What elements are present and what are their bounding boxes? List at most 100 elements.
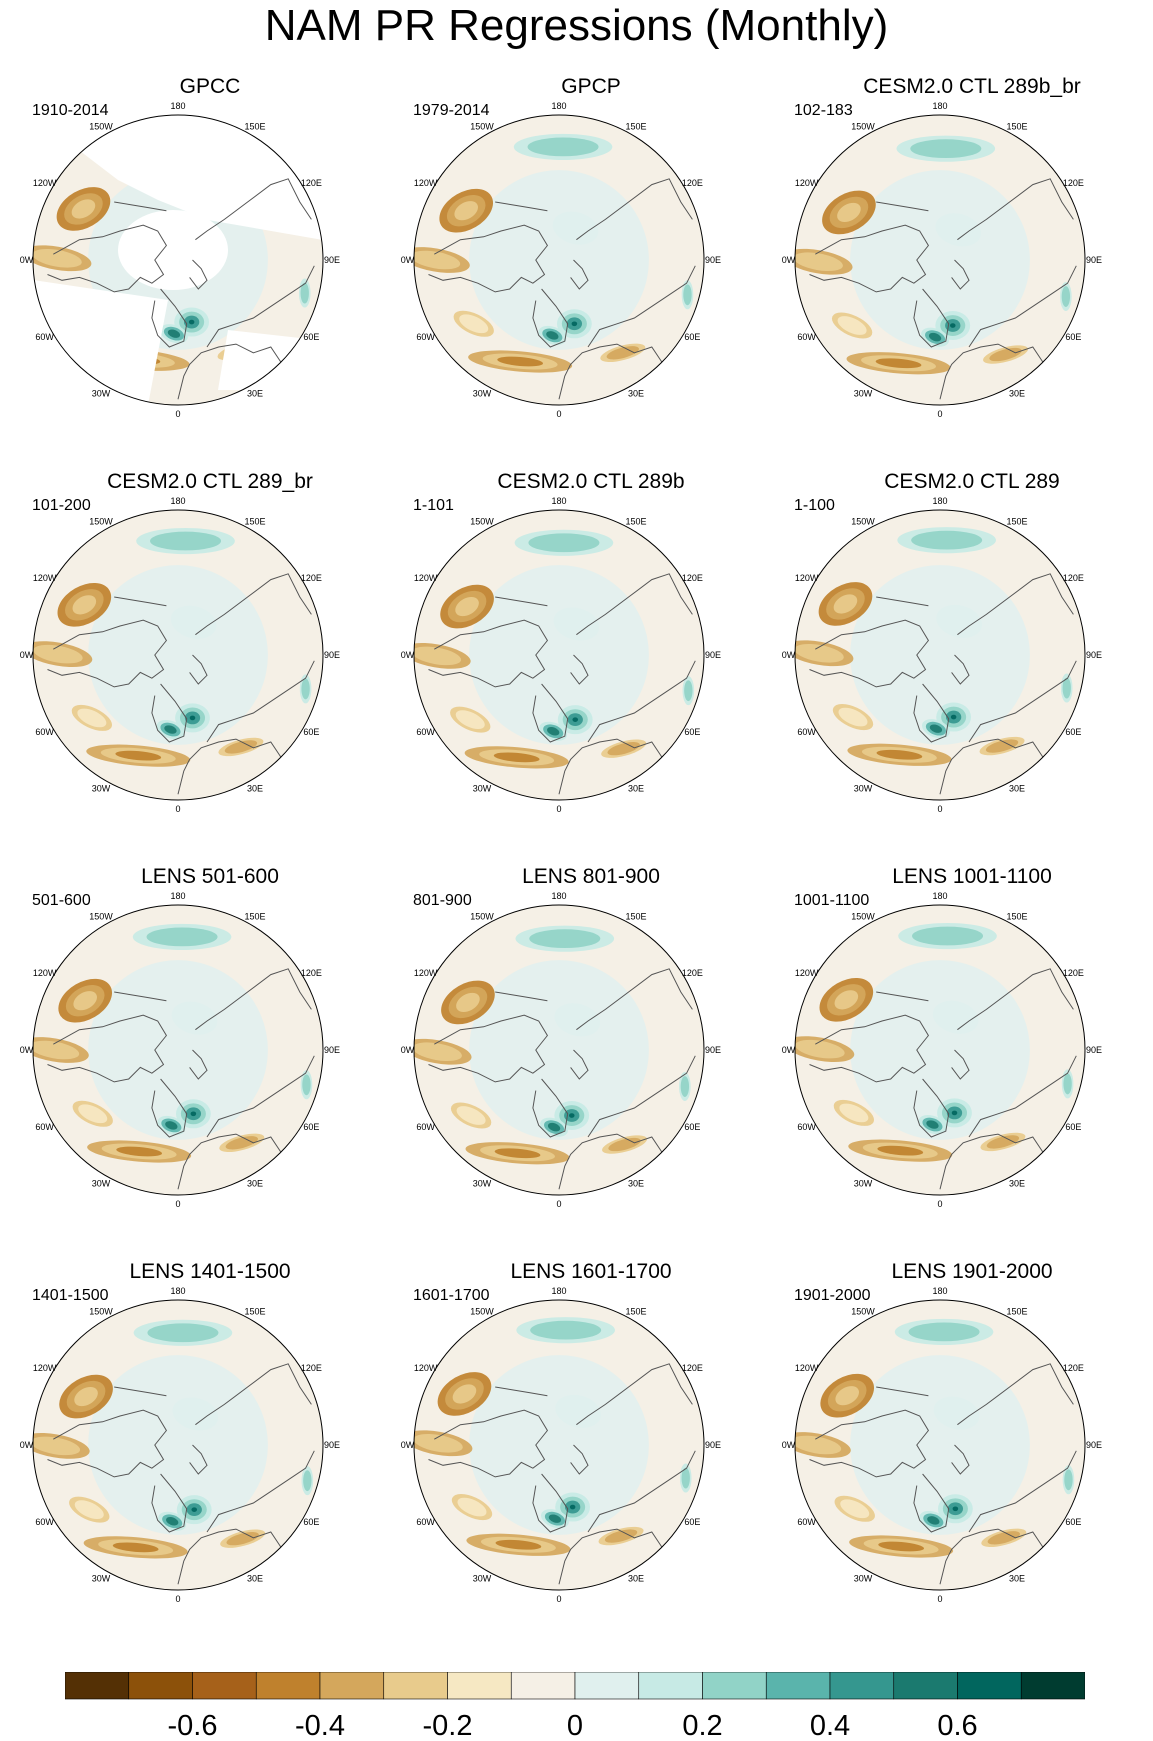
coastline (495, 991, 548, 1002)
longitude-label: 0 (937, 804, 942, 814)
coastline (195, 968, 312, 1031)
longitude-label: 120E (682, 1363, 703, 1373)
longitude-label: 120E (682, 968, 703, 978)
longitude-label: 60E (303, 1517, 319, 1527)
coastline (428, 224, 549, 293)
longitude-label: 30W (473, 388, 492, 398)
longitude-label: 120W (795, 968, 819, 978)
longitude-label: 60E (684, 1517, 700, 1527)
panel-year-range: 801-900 (413, 892, 472, 909)
coastline (189, 259, 208, 290)
coastline (939, 1133, 1045, 1190)
map-panel: CESM2.0 CTL 289_br 101-200 180 150E 120E 90E 6… (20, 470, 400, 865)
longitude-label: 0 (175, 1594, 180, 1604)
coastline (570, 1444, 589, 1475)
longitude-label: 90E (705, 1045, 721, 1055)
longitude-label: 120W (33, 968, 57, 978)
longitude-label: 60W (35, 1122, 54, 1132)
coastline (570, 654, 589, 685)
coastline (809, 1409, 930, 1478)
longitude-label: 120E (1063, 1363, 1084, 1373)
longitude-label: 0 (937, 1199, 942, 1209)
longitude-label: 30E (247, 1573, 263, 1583)
longitude-label: 180 (551, 496, 566, 506)
polar-map: 180 150E 120E 90E 60E 30E 0 30W 60W 90W 120W 150W (782, 496, 1102, 814)
longitude-label: 30E (1009, 388, 1025, 398)
longitude-label: 60W (35, 1517, 54, 1527)
longitude-label: 60E (1065, 1122, 1081, 1132)
coastline (47, 224, 168, 293)
coastline (968, 265, 1077, 348)
coastline (195, 178, 312, 241)
coastline (587, 1055, 696, 1138)
longitude-label: 180 (932, 891, 947, 901)
coastline (532, 683, 569, 743)
longitude-label: 0 (556, 409, 561, 419)
longitude-label: 120E (301, 968, 322, 978)
longitude-label: 150W (470, 122, 494, 132)
longitude-label: 120W (33, 573, 57, 583)
coastline (532, 288, 569, 348)
longitude-label: 90W (782, 650, 796, 660)
coastline (177, 738, 283, 795)
coastline (876, 991, 929, 1002)
panel-title: LENS 1901-2000 (891, 1260, 1053, 1283)
longitude-label: 180 (551, 101, 566, 111)
longitude-label: 30E (1009, 1573, 1025, 1583)
map-border (413, 509, 705, 801)
longitude-label: 120W (33, 178, 57, 188)
coastline (177, 1133, 283, 1190)
coastline (47, 1014, 168, 1083)
longitude-label: 0 (175, 1199, 180, 1209)
coastline (114, 201, 167, 212)
map-border (413, 904, 705, 1196)
coastline (587, 265, 696, 348)
longitude-label: 30E (1009, 783, 1025, 793)
coastline (206, 1450, 315, 1533)
coastline (968, 1450, 1077, 1533)
map-border (413, 1299, 705, 1591)
longitude-label: 90W (20, 1440, 34, 1450)
longitude-label: 60E (303, 332, 319, 342)
coastline (951, 1444, 970, 1475)
longitude-label: 30E (628, 1178, 644, 1188)
longitude-label: 150E (1006, 1307, 1027, 1317)
longitude-label: 180 (551, 891, 566, 901)
longitude-label: 150E (625, 912, 646, 922)
longitude-label: 150E (244, 517, 265, 527)
colorbar-tick-label: 0.4 (810, 1710, 850, 1741)
longitude-label: 30W (473, 1573, 492, 1583)
longitude-label: 120E (301, 1363, 322, 1373)
coastline (939, 738, 1045, 795)
colorbar-tick-label: 0 (567, 1710, 583, 1741)
longitude-label: 60E (303, 1122, 319, 1132)
longitude-label: 120W (414, 968, 438, 978)
longitude-label: 60W (797, 727, 816, 737)
coastline (876, 596, 929, 607)
colorbar-tick-label: 0.2 (682, 1710, 722, 1741)
longitude-label: 90E (705, 650, 721, 660)
longitude-label: 90E (324, 1440, 340, 1450)
polar-map: 180 150E 120E 90E 60E 30E 0 30W 60W 90W 120W 150W (401, 891, 721, 1209)
coastline (558, 1528, 664, 1585)
longitude-label: 60W (797, 1122, 816, 1132)
coastline (913, 1473, 950, 1533)
longitude-label: 180 (170, 101, 185, 111)
longitude-label: 30W (854, 1178, 873, 1188)
coastline (532, 1078, 569, 1138)
colorbar-swatch (319, 1672, 385, 1700)
coastline (428, 1014, 549, 1083)
longitude-label: 90E (1086, 255, 1102, 265)
colorbar-swatch (65, 1672, 130, 1700)
map-panel: LENS 501-600 501-600 180 150E 120E 90E 60E 30E 0… (20, 865, 400, 1260)
longitude-label: 60E (303, 727, 319, 737)
map-border (413, 114, 705, 406)
coastline (913, 683, 950, 743)
longitude-label: 150E (625, 517, 646, 527)
longitude-label: 150W (470, 1307, 494, 1317)
longitude-label: 30E (247, 1178, 263, 1188)
colorbar-tick-label: -0.6 (168, 1710, 218, 1741)
longitude-label: 90W (20, 650, 34, 660)
longitude-label: 120W (795, 178, 819, 188)
coastline (177, 1528, 283, 1585)
